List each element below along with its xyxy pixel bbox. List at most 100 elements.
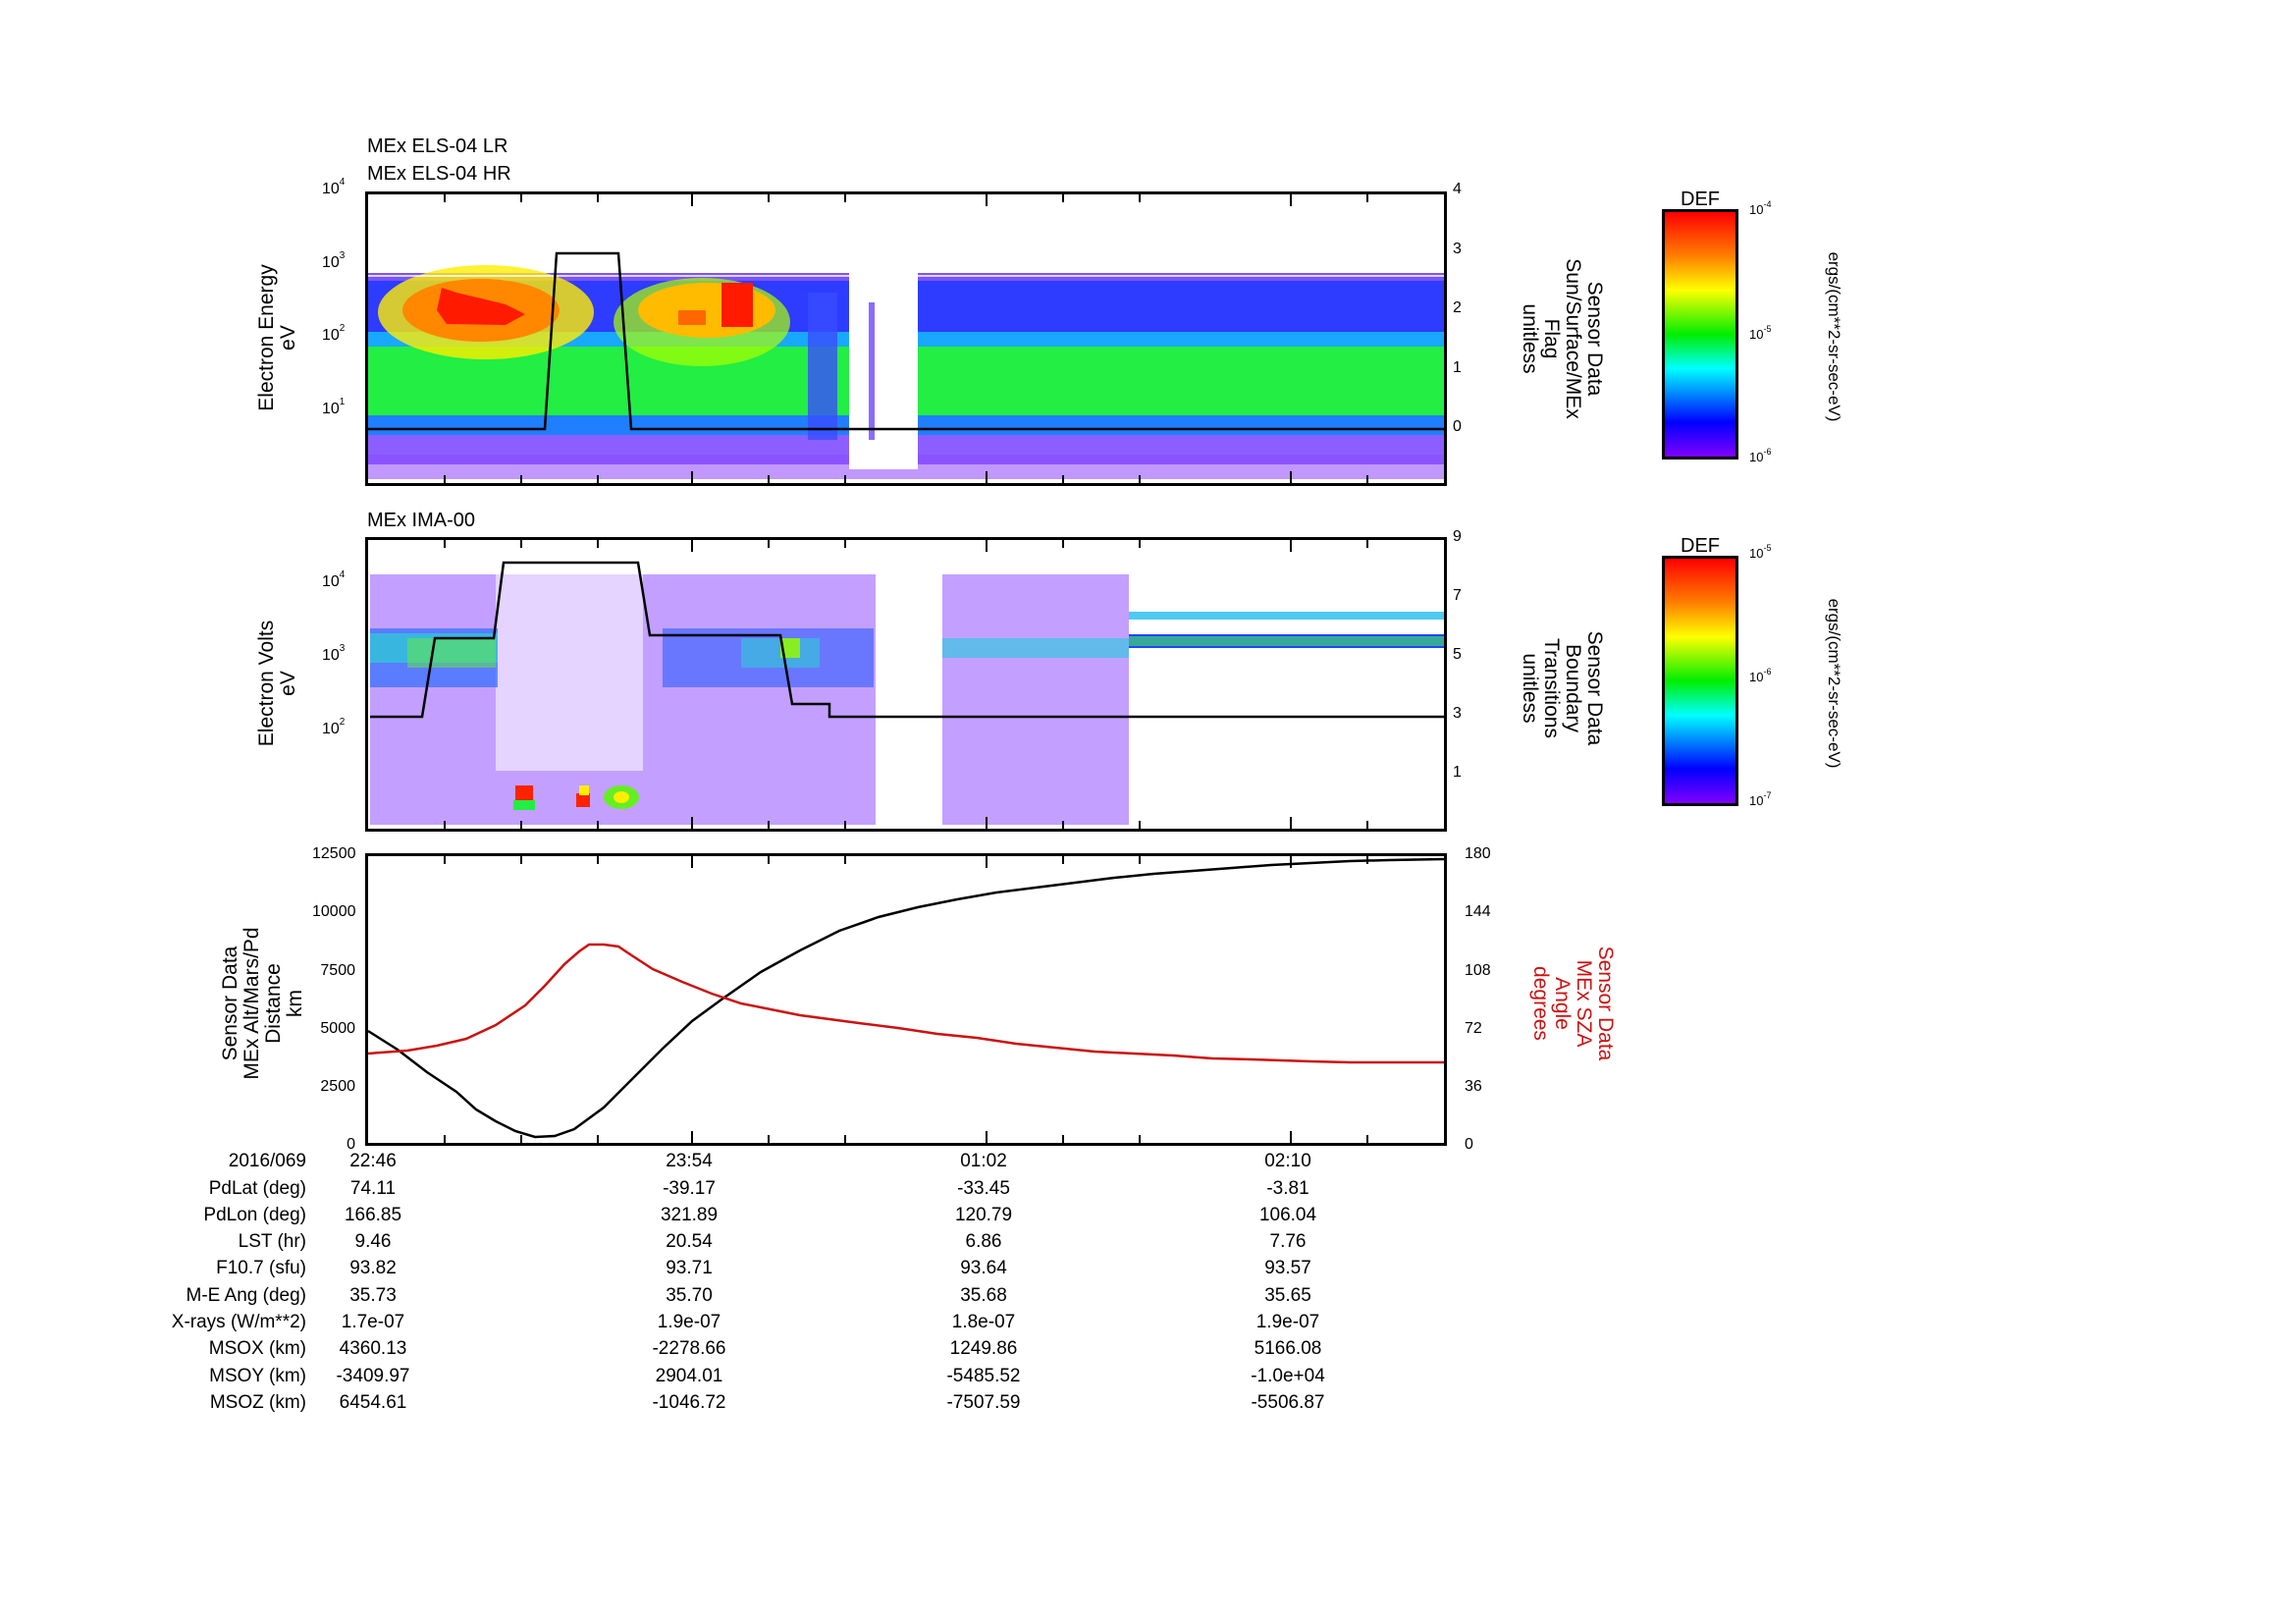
row-label-xrays: X-rays (W/m**2) [171, 1312, 306, 1332]
cell: -1.0e+04 [1251, 1366, 1325, 1386]
cell: 35.73 [349, 1285, 397, 1306]
orbit-right-ytick-144: 144 [1465, 903, 1491, 920]
els-right-ytick-3: 3 [1453, 241, 1462, 257]
orbit-right-y-axis-label: Sensor Data MEx SZA Angle degrees [1529, 946, 1617, 1061]
cell: 20.54 [666, 1231, 713, 1252]
ima-spectrogram-plot [370, 540, 1444, 829]
cell: 35.68 [960, 1285, 1007, 1306]
els-spectrogram[interactable] [365, 191, 1447, 486]
ima-colorbar-tick-bottom: 10-7 [1749, 790, 1772, 808]
els-ytick-1e4: 104 [322, 177, 346, 197]
ima-ytick-1e2: 102 [322, 717, 346, 737]
cell: 9.46 [354, 1231, 392, 1252]
cell: -33.45 [957, 1178, 1010, 1199]
orbit-ytick-0: 0 [347, 1136, 355, 1153]
orbit-right-ytick-180: 180 [1465, 845, 1491, 862]
row-label-pdlon: PdLon (deg) [203, 1205, 306, 1225]
els-right-ytick-4: 4 [1453, 181, 1462, 197]
els-colorbar [1662, 209, 1738, 460]
ima-colorbar-title: DEF [1681, 535, 1720, 557]
orbit-ytick-2500: 2500 [320, 1078, 355, 1095]
cell: -39.17 [663, 1178, 716, 1199]
ima-ytick-1e3: 103 [322, 643, 346, 664]
cell: -5485.52 [946, 1366, 1021, 1386]
cell: 2904.01 [655, 1366, 723, 1386]
cell: 6454.61 [339, 1392, 407, 1413]
cell: 1.7e-07 [341, 1312, 405, 1332]
els-right-ytick-0: 0 [1453, 418, 1462, 435]
time-label-3: 02:10 [1264, 1151, 1311, 1171]
orbit-right-ytick-108: 108 [1465, 962, 1491, 979]
row-label-pdlat: PdLat (deg) [208, 1178, 306, 1199]
time-label-1: 23:54 [666, 1151, 713, 1171]
cell: -5506.87 [1251, 1392, 1325, 1413]
row-label-lst: LST (hr) [238, 1231, 306, 1252]
els-right-y-axis-label: Sensor Data Sun/Surface/MEx Flag unitless [1519, 258, 1606, 419]
cell: 74.11 [349, 1178, 397, 1199]
els-right-ytick-2: 2 [1453, 299, 1462, 316]
cell: 6.86 [965, 1231, 1002, 1252]
els-colorbar-units: ergs/(cm**2-sr-sec-eV) [1825, 251, 1843, 422]
ima-colorbar-tick-top: 10-5 [1749, 543, 1772, 561]
orbit-ytick-5000: 5000 [320, 1020, 355, 1037]
cell: 166.85 [344, 1205, 402, 1225]
els-spectrogram-plot [368, 194, 1444, 483]
ima-colorbar [1662, 556, 1738, 806]
row-label-msoy: MSOY (km) [209, 1366, 306, 1386]
cell: 321.89 [660, 1205, 719, 1225]
ima-right-ytick-1: 1 [1453, 764, 1462, 781]
time-label-2: 01:02 [960, 1151, 1007, 1171]
orbit-ytick-10000: 10000 [312, 903, 356, 920]
time-label-0: 22:46 [349, 1151, 397, 1171]
ima-spectrogram[interactable] [365, 537, 1447, 832]
sza-series-line [368, 943, 1444, 1064]
els-colorbar-tick-mid: 10-5 [1749, 324, 1772, 342]
els-colorbar-tick-top: 10-4 [1749, 199, 1772, 217]
ima-right-ytick-5: 5 [1453, 646, 1462, 663]
els-ytick-1e2: 102 [322, 323, 346, 344]
ima-right-ytick-3: 3 [1453, 705, 1462, 722]
cell: 93.71 [666, 1258, 713, 1278]
altitude-series-line [368, 857, 1444, 1139]
orbit-y-axis-label: Sensor Data MEx Alt/Mars/Pd Distance km [219, 927, 306, 1080]
orbit-ytick-12500: 12500 [312, 845, 356, 862]
cell: 1.9e-07 [657, 1312, 721, 1332]
cell: 1.8e-07 [951, 1312, 1016, 1332]
cell: 93.57 [1264, 1258, 1311, 1278]
ima-colorbar-units: ergs/(cm**2-sr-sec-eV) [1825, 598, 1843, 769]
orbit-line-plot [368, 856, 1444, 1143]
els-title-hr: MEx ELS-04 HR [367, 163, 511, 185]
orbit-right-ytick-0: 0 [1465, 1136, 1473, 1153]
ima-ytick-1e4: 104 [322, 569, 346, 590]
els-ytick-1e3: 103 [322, 250, 346, 271]
cell: -7507.59 [946, 1392, 1021, 1413]
els-y-axis-label: Electron Energy eV [255, 264, 299, 411]
els-colorbar-tick-bottom: 10-6 [1749, 447, 1772, 464]
cell: 7.76 [1269, 1231, 1307, 1252]
ephemeris-date-label: 2016/069 [228, 1151, 306, 1171]
ima-title: MEx IMA-00 [367, 510, 476, 531]
cell: 4360.13 [339, 1338, 407, 1359]
cell: 93.82 [349, 1258, 397, 1278]
els-colorbar-title: DEF [1681, 189, 1720, 210]
cell: -2278.66 [652, 1338, 726, 1359]
cell: -3409.97 [336, 1366, 410, 1386]
orbit-ytick-7500: 7500 [320, 962, 355, 979]
els-ytick-1e1: 101 [322, 397, 346, 417]
cell: 5166.08 [1254, 1338, 1322, 1359]
ima-right-ytick-9: 9 [1453, 528, 1462, 545]
cell: 1249.86 [949, 1338, 1018, 1359]
cell: -1046.72 [652, 1392, 726, 1413]
orbit-line-chart[interactable] [365, 853, 1447, 1146]
ima-y-axis-label: Electron Volts eV [255, 620, 299, 747]
cell: 93.64 [960, 1258, 1007, 1278]
els-right-ytick-1: 1 [1453, 359, 1462, 376]
row-label-f107: F10.7 (sfu) [216, 1258, 306, 1278]
orbit-right-ytick-72: 72 [1465, 1020, 1482, 1037]
cell: 35.65 [1264, 1285, 1311, 1306]
cell: 35.70 [666, 1285, 713, 1306]
cell: -3.81 [1266, 1178, 1309, 1199]
ima-right-y-axis-label: Sensor Data Boundary Transitions unitless [1519, 630, 1606, 746]
ima-colorbar-tick-mid: 10-6 [1749, 667, 1772, 684]
orbit-right-ytick-36: 36 [1465, 1078, 1482, 1095]
